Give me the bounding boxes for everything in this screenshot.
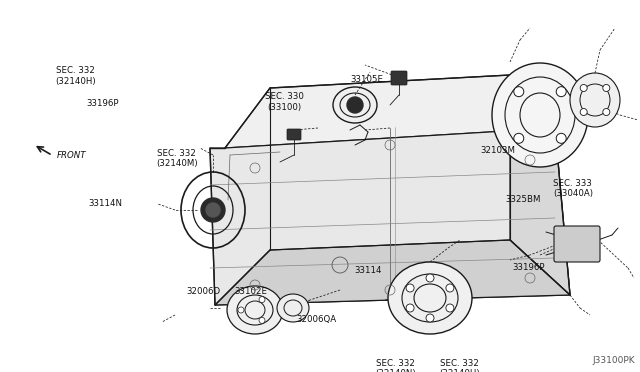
Text: SEC. 332
(32140H): SEC. 332 (32140H) <box>55 66 96 86</box>
Ellipse shape <box>388 262 472 334</box>
Circle shape <box>603 109 610 116</box>
Text: 32103M: 32103M <box>480 146 515 155</box>
Ellipse shape <box>277 294 309 322</box>
Text: 33105E: 33105E <box>351 76 384 84</box>
Ellipse shape <box>570 73 620 127</box>
FancyBboxPatch shape <box>554 226 600 262</box>
Circle shape <box>603 84 610 92</box>
FancyBboxPatch shape <box>287 129 301 140</box>
Text: FRONT: FRONT <box>56 151 86 160</box>
Circle shape <box>580 109 587 116</box>
Ellipse shape <box>227 286 283 334</box>
FancyBboxPatch shape <box>391 71 407 85</box>
Polygon shape <box>210 128 570 305</box>
Text: 33196P: 33196P <box>512 263 545 272</box>
Circle shape <box>201 198 225 222</box>
Circle shape <box>406 284 414 292</box>
Circle shape <box>406 304 414 312</box>
Polygon shape <box>225 75 555 148</box>
Text: 33114N: 33114N <box>89 199 123 208</box>
Circle shape <box>514 87 524 97</box>
Circle shape <box>556 133 566 143</box>
Circle shape <box>259 296 265 302</box>
Text: SEC. 333
(33040A): SEC. 333 (33040A) <box>553 179 593 198</box>
Text: 3325BM: 3325BM <box>506 195 541 203</box>
Circle shape <box>514 133 524 143</box>
Circle shape <box>259 317 265 323</box>
Text: 33196P: 33196P <box>86 99 118 108</box>
Circle shape <box>426 274 434 282</box>
Text: J33100PK: J33100PK <box>593 356 635 365</box>
Text: 33114: 33114 <box>354 266 381 275</box>
Ellipse shape <box>492 63 588 167</box>
Circle shape <box>426 314 434 322</box>
Circle shape <box>556 87 566 97</box>
Text: SEC. 332
(32140M): SEC. 332 (32140M) <box>156 149 198 168</box>
Text: 33102E: 33102E <box>234 287 268 296</box>
Text: 32006D: 32006D <box>186 287 221 296</box>
Circle shape <box>446 304 454 312</box>
Text: SEC. 330
(33100): SEC. 330 (33100) <box>266 92 304 112</box>
Circle shape <box>580 84 587 92</box>
Text: SEC. 332
(32140H): SEC. 332 (32140H) <box>439 359 480 372</box>
Circle shape <box>206 203 220 217</box>
Circle shape <box>347 97 363 113</box>
Polygon shape <box>215 240 570 305</box>
Text: SEC. 332
(32140N): SEC. 332 (32140N) <box>375 359 416 372</box>
Circle shape <box>446 284 454 292</box>
Circle shape <box>238 307 244 313</box>
Polygon shape <box>510 75 570 295</box>
Text: 32006QA: 32006QA <box>297 315 337 324</box>
